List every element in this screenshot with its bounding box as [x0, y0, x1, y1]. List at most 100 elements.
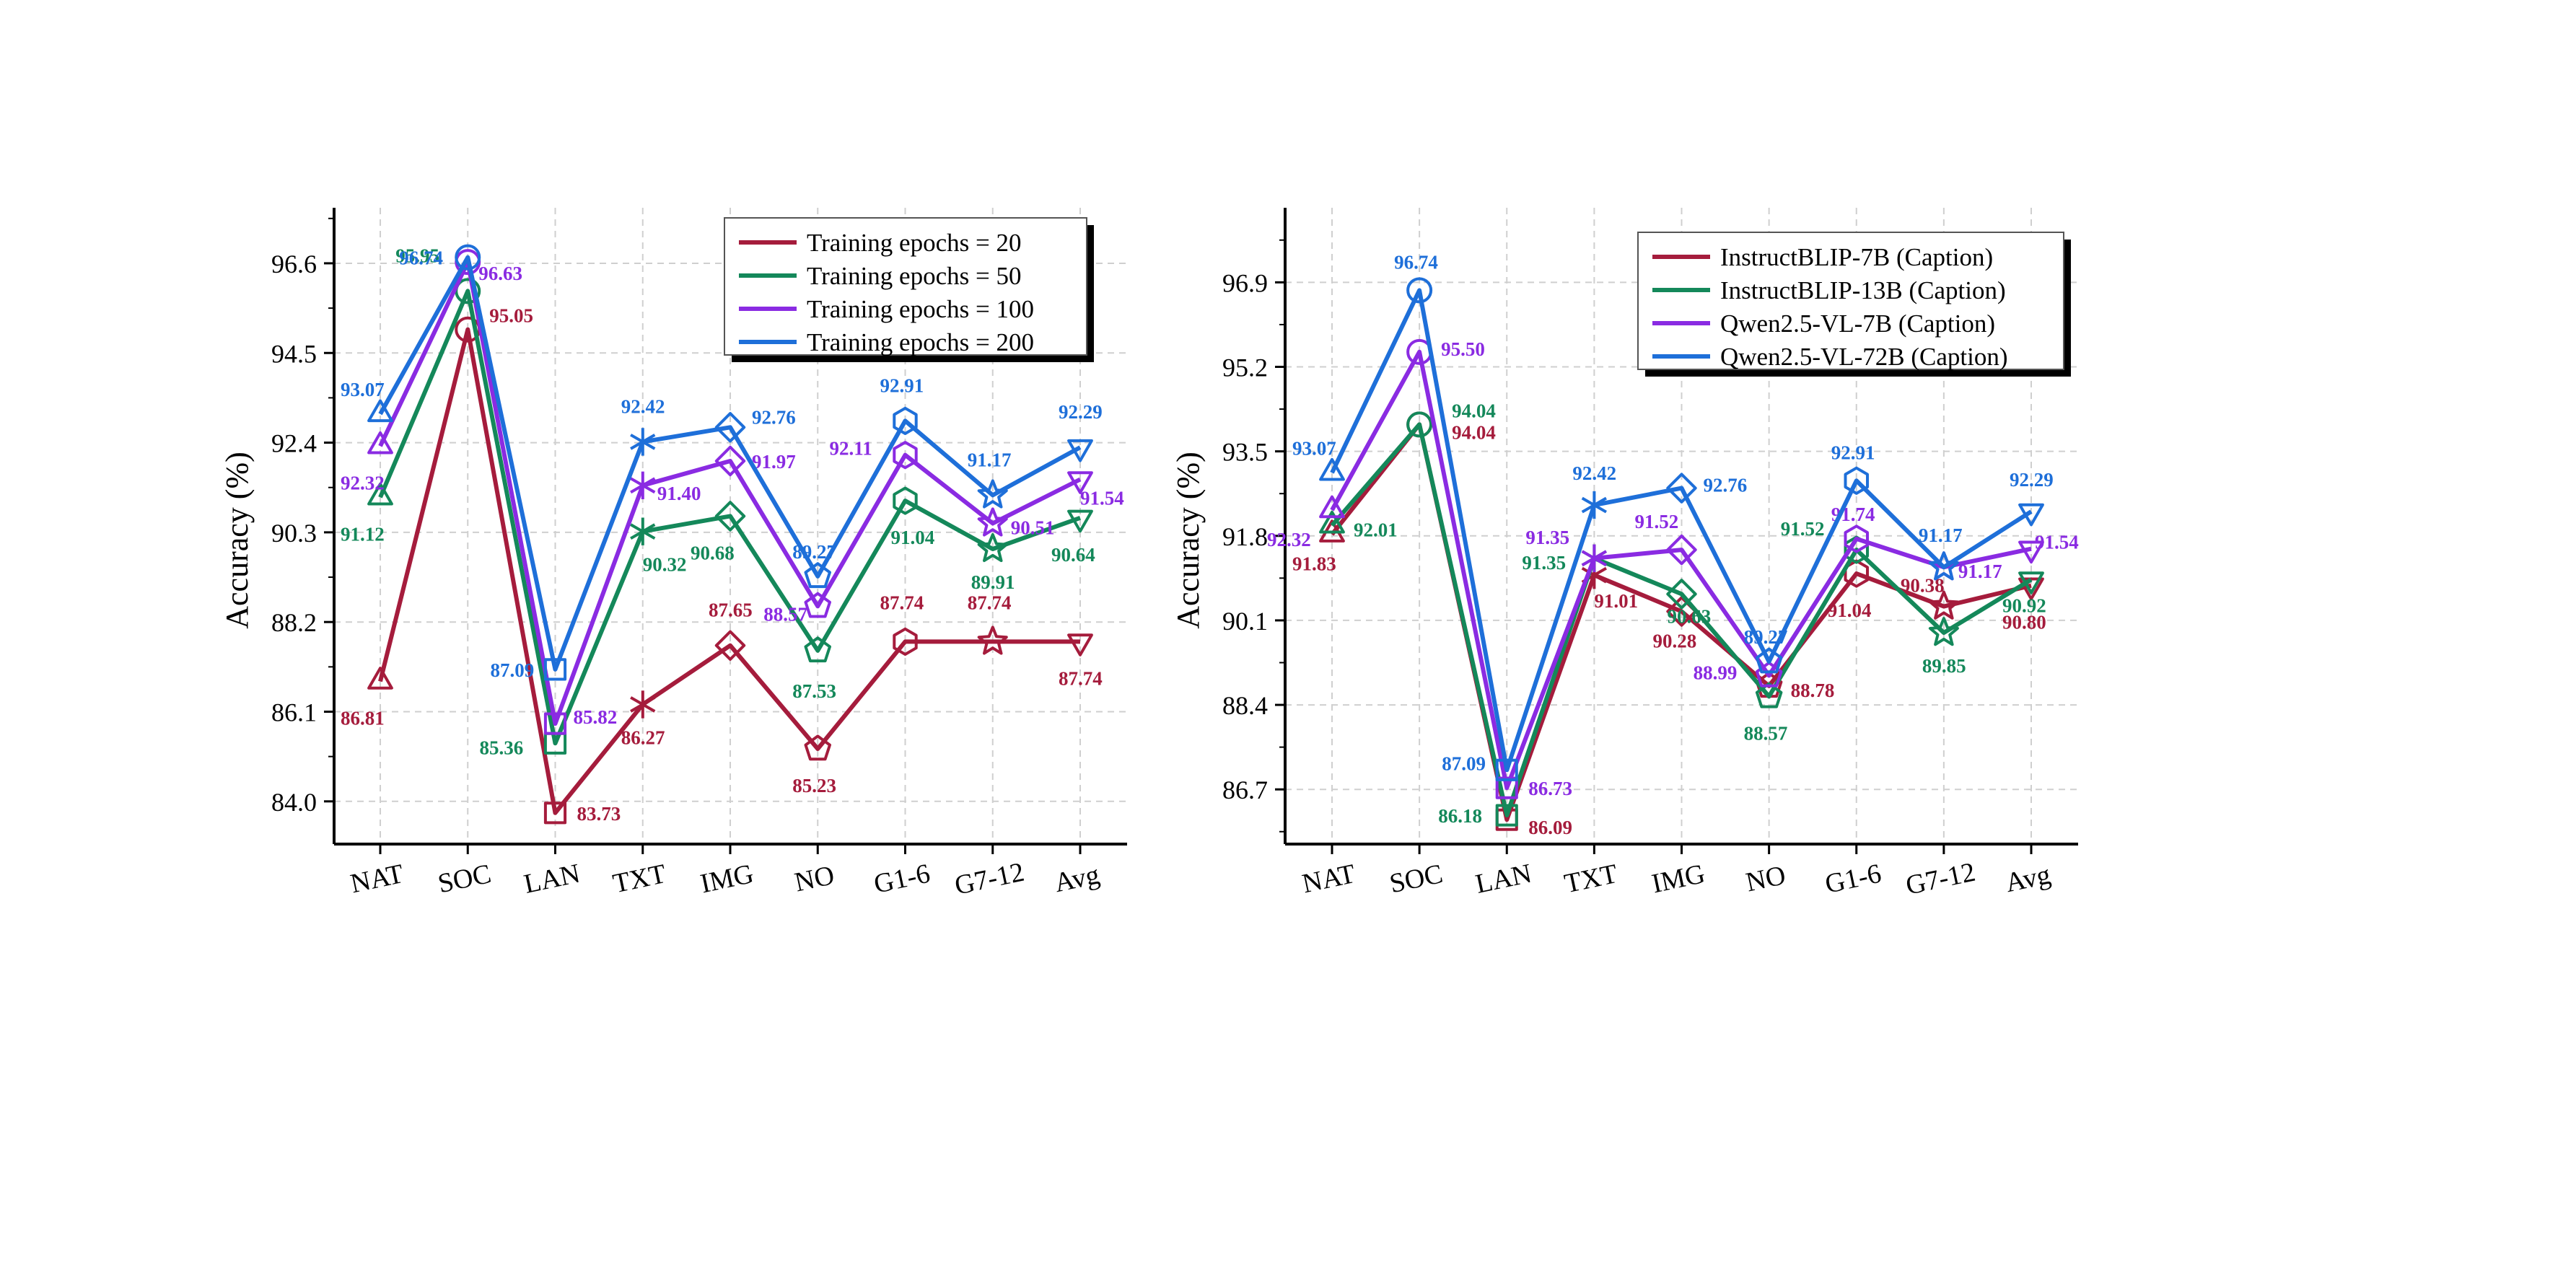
- data-point: [1755, 661, 1783, 688]
- data-point: [1067, 509, 1093, 533]
- data-label: 90.80: [2002, 612, 2046, 633]
- data-point: [630, 471, 656, 499]
- data-label: 92.91: [880, 374, 924, 396]
- y-tick-label: 90.3: [271, 519, 317, 548]
- x-tick-label: G7-12: [1903, 857, 1979, 901]
- data-point: [1928, 590, 1959, 620]
- data-label: 86.09: [1528, 817, 1572, 838]
- x-tick-label: NAT: [1300, 859, 1358, 899]
- legend-entry: Training epochs = 20: [807, 229, 1021, 257]
- data-point: [714, 630, 746, 661]
- x-tick-label: NO: [792, 860, 837, 897]
- data-point: [455, 244, 481, 271]
- y-tick-label: 90.1: [1222, 607, 1268, 636]
- x-tick-label: NAT: [348, 859, 406, 899]
- series-line: [378, 289, 1082, 746]
- data-point: [714, 412, 746, 443]
- data-label: 85.23: [792, 775, 836, 796]
- x-tick-label: SOC: [1387, 859, 1445, 899]
- data-label: 90.68: [691, 542, 735, 563]
- y-axis-label: Accuracy (%): [1170, 452, 1206, 629]
- data-label: 85.36: [480, 737, 524, 758]
- data-label: 95.95: [395, 245, 439, 266]
- data-label: 86.81: [341, 707, 385, 729]
- data-label: 93.07: [341, 379, 385, 400]
- data-label: 92.91: [1831, 442, 1875, 463]
- x-tick-label: SOC: [435, 859, 494, 899]
- legend-entry: Training epochs = 200: [807, 328, 1034, 356]
- data-label: 87.74: [880, 592, 924, 613]
- legend-entry: Qwen2.5-VL-72B (Caption): [1720, 343, 2008, 371]
- data-point: [1067, 633, 1093, 657]
- data-label: 86.73: [1528, 778, 1572, 799]
- data-label: 92.29: [1059, 401, 1103, 423]
- data-label: 96.74: [1394, 251, 1438, 273]
- data-label: 91.83: [1292, 553, 1336, 575]
- series-2: 92.01 94.04 86.18 91.35 90.63 88.57 91.52 89.85…: [1319, 400, 2046, 827]
- data-label: 91.04: [1828, 600, 1872, 621]
- y-tick-label: 88.2: [271, 608, 317, 637]
- x-tick-label: TXT: [610, 859, 669, 899]
- data-label: 85.82: [574, 706, 618, 728]
- data-label: 86.27: [621, 726, 665, 748]
- data-point: [714, 501, 746, 532]
- data-point: [367, 482, 393, 506]
- y-tick-label: 96.6: [271, 250, 317, 278]
- x-tick-label: G7-12: [952, 857, 1027, 901]
- data-label: 91.52: [1781, 518, 1825, 540]
- data-label: 83.73: [577, 803, 621, 825]
- legend-entry: Training epochs = 50: [807, 262, 1021, 290]
- chart-panel-2: 86.7 88.4 90.1 91.8 93.5 95.2 96.9 NAT SOC LAN TXT…: [1170, 208, 2079, 901]
- data-point: [1495, 804, 1518, 827]
- y-tick-label: 94.5: [271, 339, 317, 368]
- data-label: 91.40: [657, 483, 701, 504]
- data-label: 87.65: [709, 600, 753, 621]
- data-label: 91.35: [1522, 552, 1566, 574]
- data-label: 96.74: [399, 247, 443, 269]
- data-point: [1319, 495, 1345, 519]
- data-point: [893, 486, 918, 515]
- legend-entry: Training epochs = 100: [807, 295, 1034, 323]
- data-label: 92.11: [830, 438, 872, 460]
- chart-panel-1: 84.0 86.1 88.2 90.3 92.4 94.5 96.6 NAT SOC LAN TXT…: [219, 208, 1127, 901]
- series-3: 92.3295.5086.7391.3591.5288.9991.7491.17…: [1267, 338, 2079, 799]
- data-point: [2018, 503, 2044, 527]
- data-point: [1067, 471, 1093, 494]
- data-label: 91.01: [1594, 590, 1638, 612]
- series-line: [378, 260, 1082, 726]
- data-point: [1666, 473, 1697, 504]
- data-label: 94.04: [1452, 400, 1496, 421]
- data-point: [804, 592, 831, 618]
- data-point: [1319, 510, 1345, 534]
- data-label: 89.91: [971, 571, 1015, 593]
- data-label: 88.57: [1744, 722, 1788, 744]
- data-label: 91.54: [1080, 487, 1124, 509]
- data-label: 90.32: [643, 554, 687, 576]
- data-label: 91.52: [1635, 511, 1679, 532]
- data-label: 88.78: [1791, 680, 1835, 701]
- series-4: 93.07 96.74 87.09 92.42 92.76 89.27 92.91 91.17…: [341, 244, 1103, 681]
- series-line: [378, 255, 1082, 672]
- x-tick-label: G1-6: [1823, 859, 1884, 900]
- series-line: [1330, 288, 2033, 773]
- data-label: 92.76: [1704, 475, 1748, 496]
- data-label: 87.74: [968, 592, 1012, 613]
- data-point: [893, 627, 918, 656]
- data-point: [977, 507, 1008, 537]
- data-point: [714, 445, 746, 477]
- data-point: [630, 690, 656, 719]
- x-tick-label: NO: [1743, 860, 1788, 897]
- data-point: [543, 658, 567, 681]
- y-tick-label: 92.4: [271, 429, 317, 458]
- y-axis-label: Accuracy (%): [219, 452, 255, 629]
- data-label: 92.42: [1572, 462, 1616, 484]
- data-label: 91.97: [752, 451, 796, 473]
- data-label: 90.28: [1653, 631, 1697, 652]
- y-tick-label: 88.4: [1222, 691, 1268, 720]
- series-line: [1330, 422, 2033, 817]
- data-point: [804, 562, 831, 589]
- legend-entry: InstructBLIP-7B (Caption): [1720, 243, 1993, 271]
- data-label: 95.50: [1441, 338, 1485, 360]
- data-label: 91.17: [968, 449, 1012, 470]
